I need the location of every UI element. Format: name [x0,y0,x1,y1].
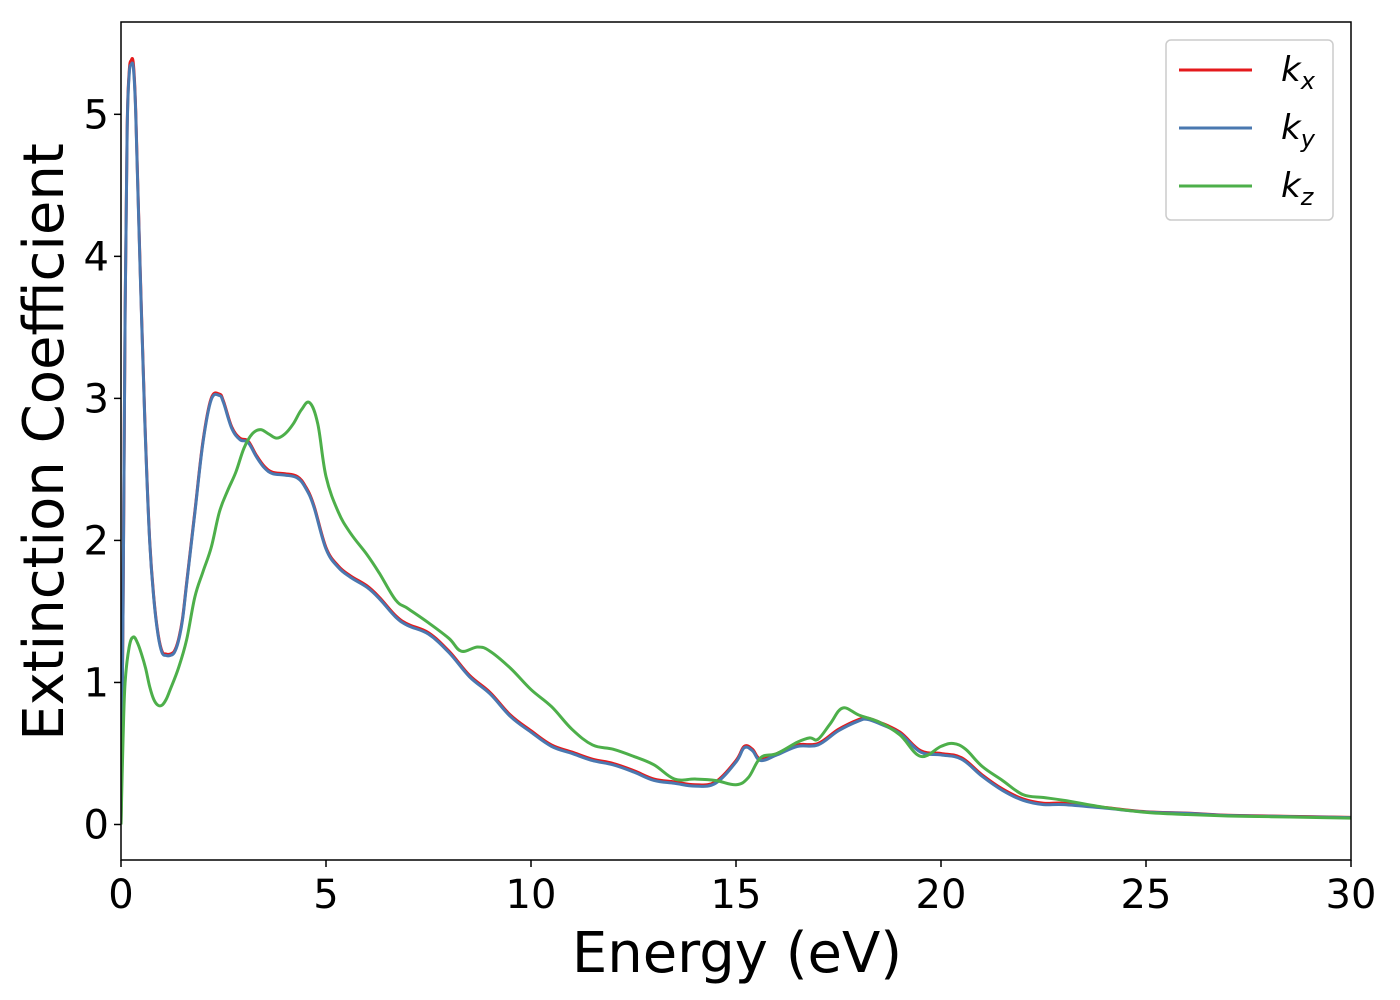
y-axis-label: Extinction Coefficient [12,143,77,741]
series-line-kz [121,400,1351,825]
x-tick-label: 5 [313,872,338,918]
x-tick-label: 0 [108,872,133,918]
y-tick-label: 2 [84,518,109,564]
legend: kx ky kz [1165,39,1334,221]
axis-ticks: 0 5 10 15 20 25 30 0 1 2 3 4 5 [84,92,1377,918]
y-tick-label: 3 [84,376,109,422]
x-tick-label: 30 [1326,872,1377,918]
legend-box [1165,39,1334,221]
x-tick-label: 10 [506,872,557,918]
y-tick-label: 0 [84,802,109,848]
y-tick-label: 4 [84,234,109,280]
x-tick-label: 15 [711,872,762,918]
y-tick-label: 1 [84,660,109,706]
y-tick-label: 5 [84,92,109,138]
legend-label-kx: kx [1281,50,1316,95]
x-tick-label: 20 [916,872,967,918]
x-axis-label: Energy (eV) [572,921,902,986]
series-line-ky [121,61,1351,825]
legend-label-ky: ky [1281,108,1316,153]
x-tick-label: 25 [1121,872,1172,918]
legend-label-kz: kz [1281,166,1315,211]
